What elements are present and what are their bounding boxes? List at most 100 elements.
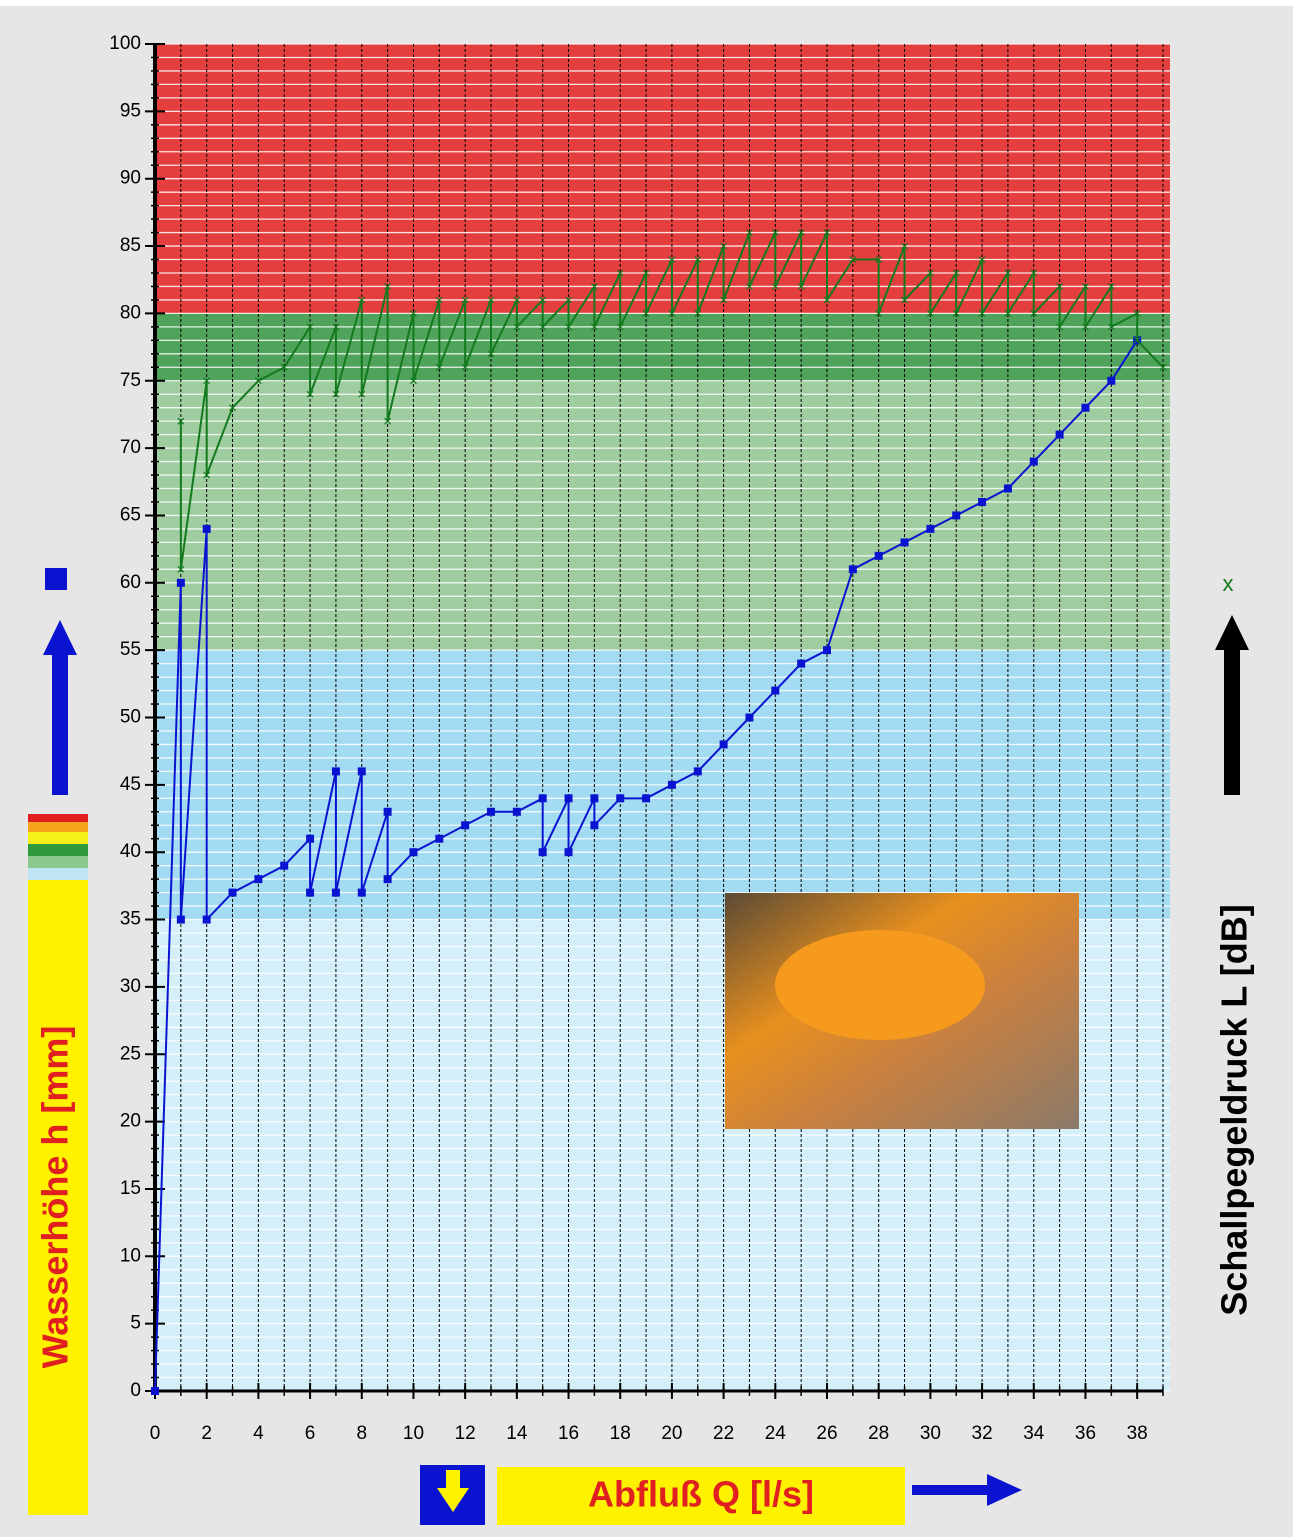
data-point [926, 525, 934, 533]
x-tick-label: 2 [201, 1423, 212, 1444]
data-point [875, 552, 883, 560]
data-point [1056, 431, 1064, 439]
data-point [668, 781, 676, 789]
x-tick-label: 18 [610, 1423, 631, 1444]
data-point [151, 1387, 159, 1395]
data-point [901, 538, 909, 546]
data-point [487, 808, 495, 816]
color-strip [28, 856, 88, 868]
y-tick-label: 20 [120, 1111, 141, 1132]
data-point [745, 714, 753, 722]
x-tick-label: 0 [150, 1423, 161, 1444]
x-tick-label: 4 [253, 1423, 264, 1444]
y-tick-label: 95 [120, 100, 141, 121]
data-point [177, 916, 185, 924]
data-point [849, 565, 857, 573]
x-tick-label: 22 [713, 1423, 734, 1444]
y-tick-label: 65 [120, 504, 141, 525]
x-axis-label: Abfluß Q [l/s] [588, 1474, 814, 1515]
y-tick-label: 60 [120, 572, 141, 593]
y-tick-label: 100 [109, 33, 141, 54]
x-tick-label: 12 [455, 1423, 476, 1444]
data-point [280, 862, 288, 870]
data-point [435, 835, 443, 843]
data-point [1004, 485, 1012, 493]
x-tick-label: 34 [1023, 1423, 1045, 1444]
y-tick-label: 30 [120, 976, 141, 997]
data-point [384, 875, 392, 883]
x-tick-label: 32 [972, 1423, 993, 1444]
data-point [565, 794, 573, 802]
x-tick-label: 14 [506, 1423, 528, 1444]
data-point [358, 767, 366, 775]
data-point [306, 835, 314, 843]
band [155, 313, 1170, 380]
x-tick-label: 26 [816, 1423, 837, 1444]
data-point [694, 767, 702, 775]
y-tick-label: 25 [120, 1043, 141, 1064]
data-point [177, 579, 185, 587]
data-point [332, 767, 340, 775]
color-strip [28, 832, 88, 844]
data-point [590, 821, 598, 829]
y-tick-label: 40 [120, 841, 141, 862]
y-tick-label: 70 [120, 437, 141, 458]
legend-marker: x [1223, 571, 1234, 596]
data-point [254, 875, 262, 883]
x-tick-label: 6 [305, 1423, 316, 1444]
x-tick-label: 16 [558, 1423, 579, 1444]
data-point [358, 889, 366, 897]
y2-axis-label: Schallpegeldruck L [dB] [1214, 904, 1255, 1315]
y-tick-label: 45 [120, 774, 141, 795]
data-point [513, 808, 521, 816]
y-tick-label: 5 [130, 1313, 141, 1334]
y-tick-label: 15 [120, 1178, 141, 1199]
x-tick-label: 20 [661, 1423, 682, 1444]
data-point [642, 794, 650, 802]
y-tick-label: 50 [120, 707, 141, 728]
data-point [771, 687, 779, 695]
y-tick-label: 75 [120, 370, 141, 391]
y-tick-label: 80 [120, 302, 141, 323]
color-strip [28, 814, 88, 822]
data-point [823, 646, 831, 654]
data-point [1107, 377, 1115, 385]
data-point [1030, 458, 1038, 466]
data-point [720, 740, 728, 748]
color-strip [28, 844, 88, 856]
data-point [565, 848, 573, 856]
data-point [384, 808, 392, 816]
data-point [332, 889, 340, 897]
data-point [539, 848, 547, 856]
data-point [952, 511, 960, 519]
x-tick-label: 10 [403, 1423, 424, 1444]
y-tick-label: 0 [130, 1380, 141, 1401]
data-point [539, 794, 547, 802]
y-tick-label: 10 [120, 1245, 141, 1266]
y-tick-label: 35 [120, 909, 141, 930]
photo-object [775, 930, 985, 1040]
data-point [590, 794, 598, 802]
y-tick-label: 85 [120, 235, 141, 256]
data-point [616, 794, 624, 802]
x-tick-label: 30 [920, 1423, 941, 1444]
legend-square [45, 568, 67, 590]
x-tick-label: 24 [765, 1423, 787, 1444]
data-point [409, 848, 417, 856]
data-point [978, 498, 986, 506]
y-axis-label: Wasserhöhe h [mm] [35, 1026, 76, 1369]
color-strip [28, 822, 88, 832]
data-point [229, 889, 237, 897]
x-tick-label: 8 [356, 1423, 367, 1444]
chart: 0510152025303540455055606570758085909510… [0, 0, 1293, 1537]
data-point [203, 916, 211, 924]
data-point [461, 821, 469, 829]
x-tick-label: 28 [868, 1423, 889, 1444]
data-point [797, 660, 805, 668]
x-tick-label: 38 [1127, 1423, 1148, 1444]
x-tick-label: 36 [1075, 1423, 1096, 1444]
y-tick-label: 90 [120, 168, 141, 189]
y-tick-label: 55 [120, 639, 141, 660]
color-strip [28, 868, 88, 880]
data-point [1081, 404, 1089, 412]
